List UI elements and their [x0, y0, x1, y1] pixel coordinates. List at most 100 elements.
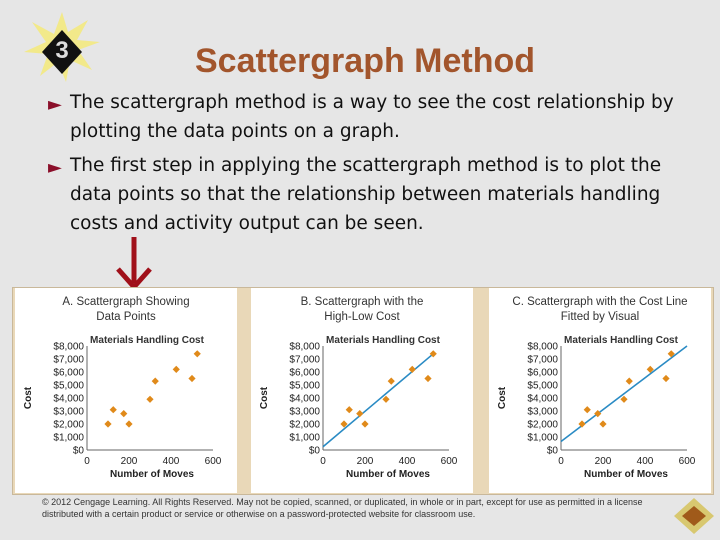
x-tick-label: 200 — [121, 456, 138, 467]
x-axis-label: Number of Moves — [110, 469, 194, 480]
data-point — [125, 420, 133, 428]
data-point — [172, 365, 180, 373]
x-tick-label: 200 — [357, 456, 374, 467]
y-tick-label: $5,000 — [53, 381, 84, 392]
y-tick-label: $7,000 — [53, 355, 84, 366]
y-tick-label: $1,000 — [289, 433, 320, 444]
x-axis-label: Number of Moves — [346, 469, 430, 480]
y-tick-label: $3,000 — [289, 407, 320, 418]
data-point — [382, 395, 390, 403]
y-tick-label: $5,000 — [289, 381, 320, 392]
data-point — [429, 350, 437, 358]
x-tick-label: 400 — [163, 456, 180, 467]
data-point — [340, 420, 348, 428]
x-tick-label: 400 — [637, 456, 654, 467]
y-tick-label: $0 — [547, 446, 559, 457]
chart-title-line: C. Scattergraph with the Cost Line — [512, 296, 687, 308]
y-tick-label: $8,000 — [53, 342, 84, 353]
data-point — [104, 420, 112, 428]
scattergraph-c: C. Scattergraph with the Cost Line Fitted… — [497, 296, 696, 480]
y-tick-label: $8,000 — [527, 342, 558, 353]
x-axis-label: Number of Moves — [584, 469, 668, 480]
chart-subtitle: Materials Handling Cost — [326, 335, 441, 346]
cost-line — [560, 345, 688, 443]
data-point — [625, 377, 633, 385]
chart-title-line: A. Scattergraph Showing — [62, 296, 189, 308]
y-tick-label: $2,000 — [289, 420, 320, 431]
data-point — [345, 406, 353, 414]
figure-scattergraphs: A. Scattergraph Showing Data Points Materi… — [12, 287, 714, 495]
data-point — [188, 374, 196, 383]
data-point — [408, 365, 416, 373]
data-point — [599, 420, 607, 428]
bullet-marker-icon: ► — [48, 157, 62, 178]
y-tick-label: $0 — [73, 446, 85, 457]
y-tick-label: $4,000 — [289, 394, 320, 405]
data-point — [193, 350, 201, 358]
y-tick-label: $1,000 — [527, 433, 558, 444]
y-axis-label: Cost — [497, 386, 508, 409]
x-tick-label: 600 — [441, 456, 458, 467]
bullet-text: The scattergraph method is a way to see … — [70, 92, 674, 142]
data-point — [356, 410, 364, 418]
page-title: Scattergraph Method — [195, 42, 536, 80]
x-tick-label: 0 — [84, 456, 90, 467]
starburst-icon — [24, 12, 100, 82]
data-point — [109, 406, 117, 414]
y-tick-label: $7,000 — [527, 355, 558, 366]
bullet-item: ► The scattergraph method is a way to se… — [48, 88, 698, 146]
y-tick-label: $6,000 — [53, 368, 84, 379]
slide-number-badge: 3 — [22, 12, 102, 82]
slide-number: 3 — [55, 37, 69, 64]
x-tick-label: 600 — [205, 456, 222, 467]
data-point — [120, 410, 128, 418]
y-axis-label: Cost — [259, 386, 270, 409]
data-point — [583, 406, 591, 414]
x-tick-label: 200 — [595, 456, 612, 467]
y-tick-label: $7,000 — [289, 355, 320, 366]
y-tick-label: $5,000 — [527, 381, 558, 392]
y-axis-label: Cost — [23, 386, 34, 409]
panel-a: A. Scattergraph Showing Data Points Materi… — [15, 288, 237, 493]
y-tick-label: $1,000 — [53, 433, 84, 444]
y-tick-label: $4,000 — [53, 394, 84, 405]
down-arrow-icon — [116, 237, 152, 291]
chart-title-line: Data Points — [96, 311, 156, 323]
x-tick-label: 0 — [320, 456, 326, 467]
data-point — [578, 420, 586, 428]
chart-subtitle: Materials Handling Cost — [90, 335, 205, 346]
data-point — [387, 377, 395, 385]
chart-title-line: Fitted by Visual — [561, 311, 639, 323]
y-tick-label: $0 — [309, 446, 321, 457]
data-point — [146, 395, 154, 403]
cost-line — [322, 353, 434, 448]
y-tick-label: $3,000 — [53, 407, 84, 418]
scattergraph-b: B. Scattergraph with the High-Low Cost Mat… — [259, 296, 458, 480]
bullet-text: The first step in applying the scattergr… — [70, 155, 662, 234]
y-tick-label: $6,000 — [289, 368, 320, 379]
data-point — [424, 374, 432, 383]
chart-subtitle: Materials Handling Cost — [564, 335, 679, 346]
y-tick-label: $3,000 — [527, 407, 558, 418]
y-tick-label: $2,000 — [53, 420, 84, 431]
y-tick-label: $6,000 — [527, 368, 558, 379]
data-point — [662, 374, 670, 383]
chart-title-line: High-Low Cost — [324, 311, 400, 323]
bullet-marker-icon: ► — [48, 94, 62, 115]
data-point — [151, 377, 159, 385]
y-tick-label: $2,000 — [527, 420, 558, 431]
panel-b: B. Scattergraph with the High-Low Cost Mat… — [251, 288, 473, 493]
data-point — [620, 395, 628, 403]
data-point — [361, 420, 369, 428]
y-tick-label: $8,000 — [289, 342, 320, 353]
x-tick-label: 400 — [399, 456, 416, 467]
bullet-item: ► The first step in applying the scatter… — [48, 151, 698, 238]
scattergraph-a: A. Scattergraph Showing Data Points Materi… — [23, 296, 222, 480]
diamond-icon — [674, 498, 714, 534]
y-tick-label: $4,000 — [527, 394, 558, 405]
panel-c: C. Scattergraph with the Cost Line Fitted… — [489, 288, 711, 493]
x-tick-label: 600 — [679, 456, 696, 467]
copyright-notice: © 2012 Cengage Learning. All Rights Rese… — [42, 497, 643, 519]
data-point — [667, 350, 675, 358]
x-tick-label: 0 — [558, 456, 564, 467]
